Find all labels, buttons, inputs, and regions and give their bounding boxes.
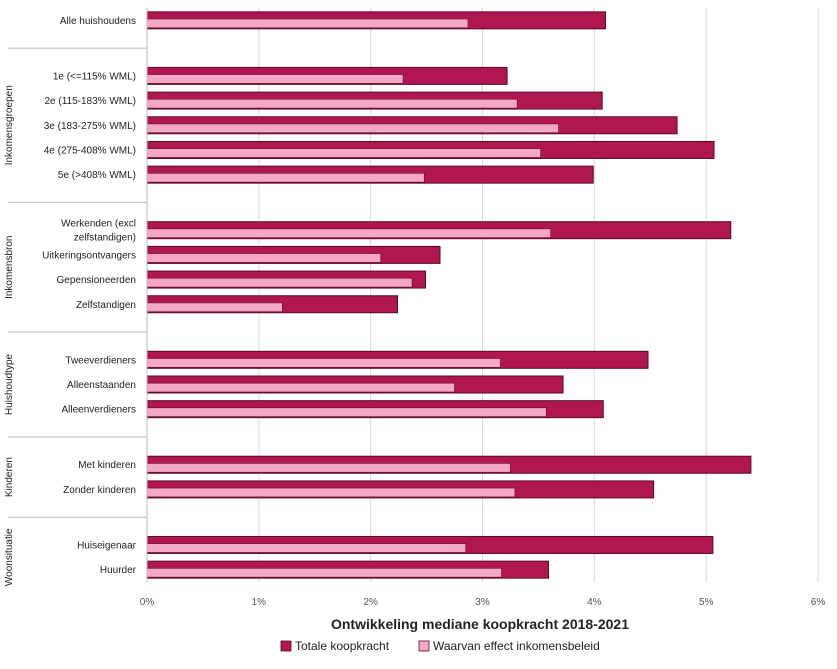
bar-effect-inkomensbeleid	[146, 253, 382, 263]
bar-effect-inkomensbeleid	[146, 543, 467, 553]
x-tick-label: 5%	[699, 597, 714, 608]
category-label: 3e (183-275% WML)	[44, 121, 136, 132]
x-tick-label: 2%	[363, 597, 378, 608]
category-label: 1e (<=115% WML)	[53, 71, 136, 82]
legend-label: Waarvan effect inkomensbeleid	[433, 639, 600, 653]
x-tick-label: 4%	[587, 597, 602, 608]
bar-effect-inkomensbeleid	[146, 567, 502, 578]
category-label: Werkenden (excl	[61, 219, 136, 230]
bar-effect-inkomensbeleid	[146, 123, 559, 134]
x-tick-label: 1%	[252, 597, 267, 608]
legend-label: Totale koopkracht	[295, 639, 390, 653]
category-label: Zelfstandigen	[76, 300, 136, 311]
x-tick-label: 3%	[475, 597, 490, 608]
bar-effect-inkomensbeleid	[146, 18, 469, 29]
bar-effect-inkomensbeleid	[146, 172, 425, 183]
x-tick-label: 6%	[811, 597, 826, 608]
category-label: Huiseigenaar	[77, 540, 137, 551]
group-label: Kinderen	[4, 457, 15, 497]
category-label: Met kinderen	[78, 460, 136, 471]
category-label: Tweeverdieners	[65, 355, 136, 366]
category-label: Alleenstaanden	[67, 380, 136, 391]
category-label: Huurder	[100, 565, 137, 576]
bar-effect-inkomensbeleid	[146, 407, 547, 417]
group-label: Huishoudtype	[4, 353, 15, 415]
category-label: Alle huishoudens	[60, 16, 136, 27]
bar-effect-inkomensbeleid	[146, 358, 501, 368]
category-label: Gepensioneerden	[56, 275, 136, 286]
group-label: Woonsituatie	[4, 528, 15, 586]
category-label: 2e (115-183% WML)	[44, 96, 136, 107]
bar-effect-inkomensbeleid	[146, 98, 518, 109]
category-label: zelfstandigen)	[74, 233, 136, 244]
bar-effect-inkomensbeleid	[146, 463, 511, 473]
legend-swatch	[418, 640, 430, 652]
bar-effect-inkomensbeleid	[146, 148, 541, 158]
bar-effect-inkomensbeleid	[146, 228, 552, 238]
bar-effect-inkomensbeleid	[146, 382, 455, 393]
group-label: Inkomensbron	[4, 236, 15, 299]
bar-effect-inkomensbeleid	[146, 487, 516, 498]
x-tick-label: 0%	[140, 597, 155, 608]
bar-effect-inkomensbeleid	[146, 302, 283, 313]
bar-effect-inkomensbeleid	[146, 74, 404, 84]
category-label: 5e (>408% WML)	[58, 170, 136, 181]
category-label: Uitkeringsontvangers	[42, 250, 136, 261]
legend-swatch	[280, 640, 292, 652]
category-label: 4e (275-408% WML)	[44, 145, 136, 156]
x-axis-title: Ontwikkeling mediane koopkracht 2018-202…	[331, 616, 629, 632]
category-label: Alleenverdieners	[62, 405, 137, 416]
category-label: Zonder kinderen	[63, 485, 136, 496]
group-label: Inkomensgroepen	[4, 85, 15, 165]
bar-effect-inkomensbeleid	[146, 277, 413, 288]
